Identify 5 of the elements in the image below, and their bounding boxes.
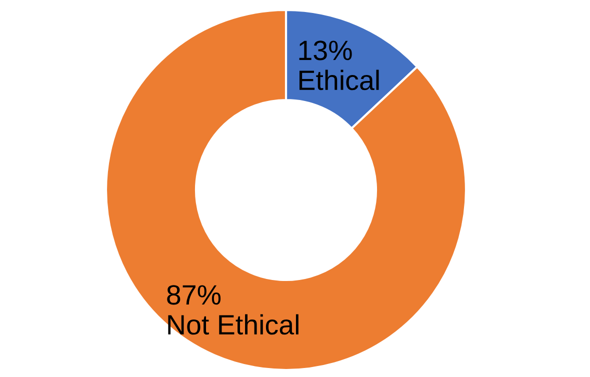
- data-label: 87%: [167, 285, 221, 305]
- slice-label: Not Ethical: [168, 314, 298, 335]
- data-label: 13%: [299, 40, 352, 60]
- slice-label: Ethical: [299, 70, 379, 90]
- donut-slice: [104, 8, 468, 372]
